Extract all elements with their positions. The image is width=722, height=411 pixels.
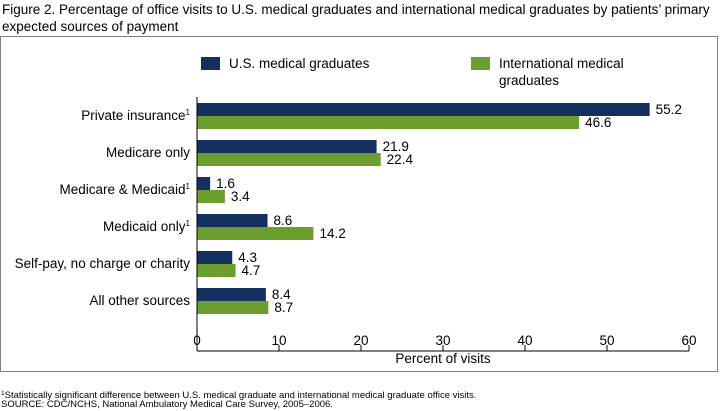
x-tick-label-6: 50 xyxy=(599,333,614,348)
bar-2-2 xyxy=(197,153,381,166)
x-axis-title: Percent of visits xyxy=(395,351,491,366)
category-label-5: Self-pay, no charge or charity xyxy=(15,256,191,271)
bar-chart: U.S. medical graduates International medi… xyxy=(15,56,697,366)
bar-1-2 xyxy=(197,116,580,129)
footnote-text: Statistically significant difference bet… xyxy=(4,390,477,401)
x-tick-label-1: 0 xyxy=(193,333,201,348)
bar-4-1 xyxy=(197,214,268,227)
chart-frame: U.S. medical graduates International medi… xyxy=(0,36,718,372)
x-tick-label-7: 60 xyxy=(681,333,696,348)
footnote: 1Statistically significant difference be… xyxy=(1,388,476,402)
legend-swatch-2 xyxy=(471,57,490,70)
category-label-4: Medicaid only1 xyxy=(103,219,191,234)
value-label-6-2: 8.7 xyxy=(274,300,293,315)
category-label-6: All other sources xyxy=(89,293,190,308)
value-label-5-1: 4.3 xyxy=(238,250,257,265)
bar-5-1 xyxy=(197,251,233,264)
x-tick-label-2: 10 xyxy=(271,333,286,348)
legend-label-2: International medical graduates xyxy=(499,56,624,88)
bar-6-1 xyxy=(197,288,266,301)
category-label-1: Private insurance1 xyxy=(81,108,190,123)
figure-title: Figure 2. Percentage of office visits to… xyxy=(2,2,710,34)
category-label-3: Medicare & Medicaid1 xyxy=(59,182,190,197)
bar-2-1 xyxy=(197,140,377,153)
value-label-2-2: 22.4 xyxy=(387,152,414,167)
bar-6-2 xyxy=(197,301,269,314)
value-label-4-2: 14.2 xyxy=(319,226,345,241)
source-note: SOURCE: CDC/NCHS, National Ambulatory Me… xyxy=(1,399,333,410)
bar-3-1 xyxy=(197,177,211,190)
bar-1-1 xyxy=(197,103,650,116)
category-label-2: Medicare only xyxy=(106,145,190,160)
footnote-marker: 1 xyxy=(1,390,5,397)
value-label-2-1: 21.9 xyxy=(383,139,409,154)
x-tick-label-5: 40 xyxy=(517,333,532,348)
legend-swatch-1 xyxy=(201,57,220,70)
value-label-4-1: 8.6 xyxy=(274,213,293,228)
x-tick-label-3: 20 xyxy=(353,333,368,348)
value-label-6-1: 8.4 xyxy=(272,287,291,302)
x-tick-label-4: 30 xyxy=(435,333,450,348)
bar-4-2 xyxy=(197,227,314,240)
bar-5-2 xyxy=(197,264,236,277)
value-label-5-2: 4.7 xyxy=(242,263,261,278)
value-label-3-1: 1.6 xyxy=(216,176,235,191)
value-label-1-1: 55.2 xyxy=(656,102,682,117)
value-label-3-2: 3.4 xyxy=(231,189,250,204)
legend-label-1: U.S. medical graduates xyxy=(229,56,370,71)
value-label-1-2: 46.6 xyxy=(585,115,611,130)
bar-3-2 xyxy=(197,190,225,203)
